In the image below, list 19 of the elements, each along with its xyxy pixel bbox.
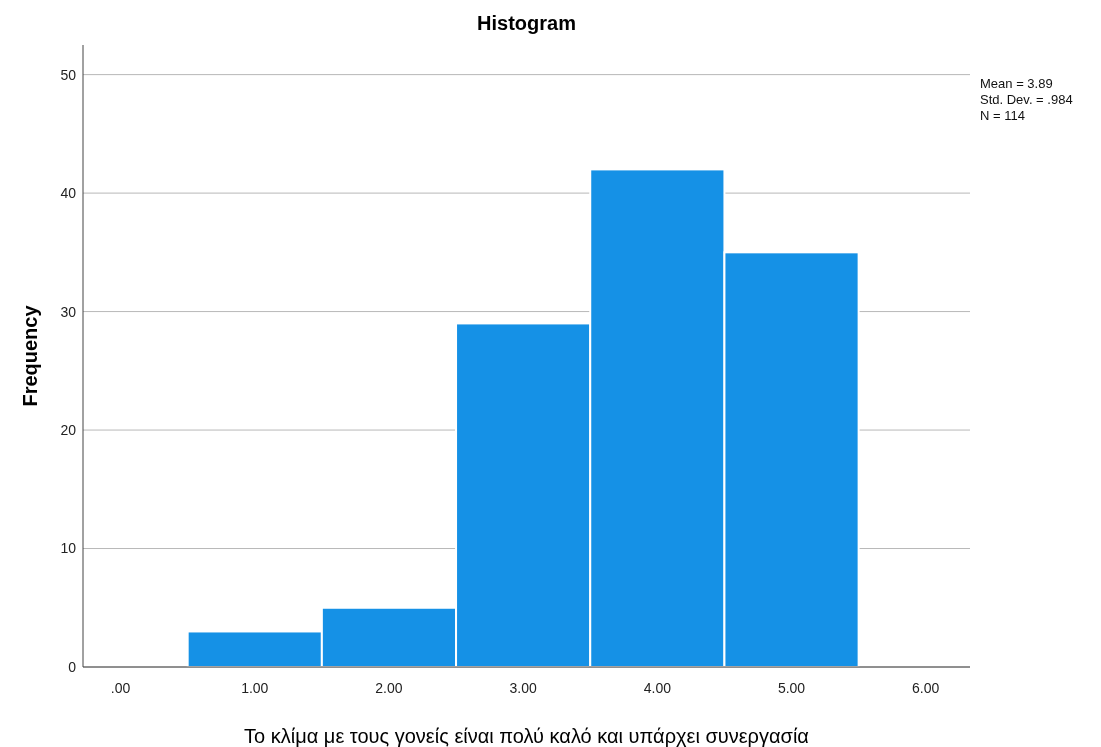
x-tick-label: 2.00 [375, 679, 403, 696]
y-tick-label: 0 [68, 658, 77, 675]
x-tick-label: 5.00 [777, 679, 806, 696]
y-axis-title: Frequency [19, 304, 42, 407]
chart-title: Histogram [476, 12, 577, 35]
y-tick-label: 50 [60, 66, 77, 83]
x-tick-label: 4.00 [643, 679, 672, 696]
x-tick-label: 6.00 [912, 679, 940, 696]
y-tick-label: 10 [60, 540, 77, 557]
x-tick-label: 1.00 [241, 679, 269, 696]
x-tick-label: .00 [110, 679, 131, 696]
x-axis-title: Το κλίμα με τους γονείς είναι πολύ καλό και υπάρχει συνεργασία [244, 725, 809, 747]
text: Mean = 3.89 [980, 76, 1054, 92]
text: N = 114 [980, 108, 1026, 124]
y-tick-label: 30 [60, 303, 77, 320]
y-tick-label: 20 [60, 422, 77, 439]
text: Std. Dev. = .984 [980, 92, 1073, 108]
x-tick-label: 3.00 [509, 679, 537, 696]
y-tick-label: 40 [60, 185, 77, 202]
